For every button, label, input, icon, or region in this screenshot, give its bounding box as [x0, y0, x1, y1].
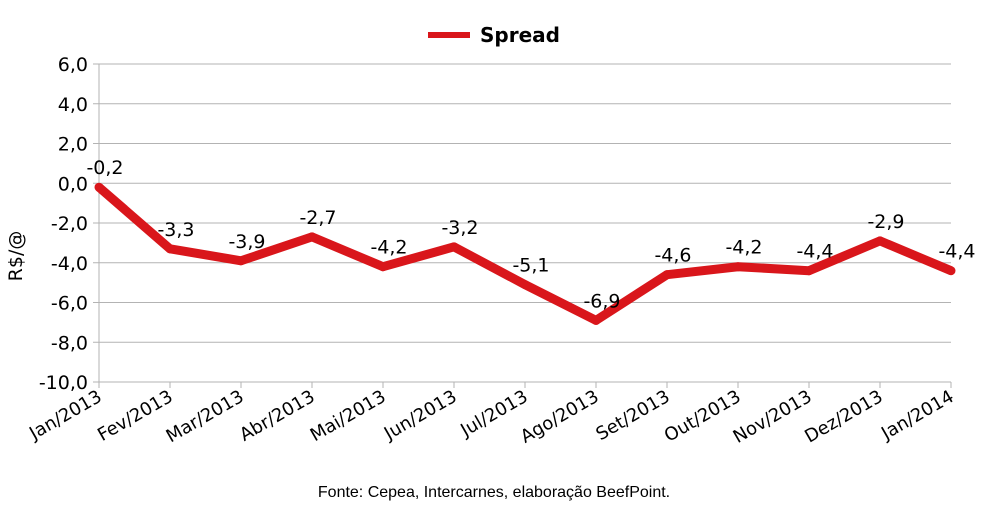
data-point	[733, 262, 743, 272]
x-tick-label: Jun/2013	[380, 386, 461, 445]
data-point	[449, 242, 459, 252]
data-label: -4,2	[725, 237, 762, 259]
legend-label: Spread	[480, 23, 560, 47]
x-tick-label: Mai/2013	[307, 386, 390, 446]
x-tick-label: Out/2013	[661, 386, 745, 446]
data-point	[165, 244, 175, 254]
x-axis-ticks: Jan/2013Fev/2013Mar/2013Abr/2013Mai/2013…	[25, 382, 958, 448]
x-tick-label: Fev/2013	[94, 386, 176, 446]
data-label: -5,1	[512, 255, 549, 277]
y-tick-label: 0,0	[58, 173, 88, 195]
data-point	[520, 280, 530, 290]
data-label: -2,9	[867, 211, 904, 233]
data-label: -4,2	[370, 237, 407, 259]
y-tick-label: -8,0	[51, 332, 88, 354]
y-tick-label: -6,0	[51, 293, 88, 315]
x-tick-label: Jan/2013	[25, 386, 105, 444]
y-tick-label: 4,0	[58, 94, 88, 116]
y-tick-label: -4,0	[51, 253, 88, 275]
data-labels: -0,2 -3,3 -3,9 -2,7 -4,2 -3,2 -5,1 -6,9 -4,6 -4,2…	[86, 157, 975, 312]
data-label: -2,7	[299, 207, 336, 229]
data-point	[662, 270, 672, 280]
y-axis-ticks: 6,0 4,0 2,0 0,0 -2,0 -4,0 -6,0 -8,0 -10,0	[39, 54, 99, 394]
y-tick-label: 2,0	[58, 134, 88, 156]
data-point	[804, 266, 814, 276]
source-note: Fonte: Cepea, Intercarnes, elaboração Be…	[317, 484, 671, 501]
data-label: -0,2	[86, 157, 123, 179]
data-label: -3,3	[157, 219, 194, 241]
data-label: -4,4	[796, 241, 833, 263]
data-point	[378, 262, 388, 272]
data-point	[946, 266, 956, 276]
data-point	[236, 256, 246, 266]
y-tick-label: 6,0	[58, 54, 88, 76]
data-label: -4,4	[938, 241, 975, 263]
x-tick-label: Jan/2014	[877, 386, 957, 444]
data-label: -3,2	[441, 217, 478, 239]
x-tick-label: Ago/2013	[517, 386, 603, 447]
series-spread	[94, 182, 956, 325]
x-tick-label: Nov/2013	[730, 386, 816, 448]
data-point	[94, 182, 104, 192]
x-tick-label: Abr/2013	[236, 386, 318, 446]
y-tick-label: -2,0	[51, 213, 88, 235]
x-tick-label: Set/2013	[592, 386, 673, 445]
data-label: -6,9	[583, 290, 620, 312]
x-tick-label: Dez/2013	[801, 386, 886, 447]
grid-lines	[99, 63, 951, 383]
data-point	[591, 315, 601, 325]
x-tick-label: Mar/2013	[163, 386, 248, 447]
data-label: -3,9	[228, 231, 265, 253]
y-tick-label: -10,0	[39, 372, 88, 394]
data-label: -4,6	[654, 245, 691, 267]
y-axis-label: R$/@	[5, 231, 27, 282]
data-point	[875, 236, 885, 246]
data-point	[307, 232, 317, 242]
legend: Spread	[428, 23, 560, 47]
